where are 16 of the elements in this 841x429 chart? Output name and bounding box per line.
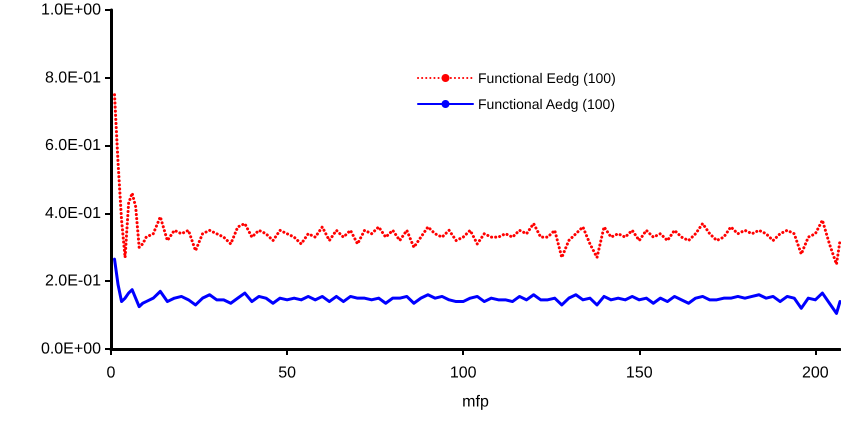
y-tick-label: 2.0E-01 [44,272,102,290]
legend-label: Functional Aedg (100) [478,96,615,112]
line-series [113,258,841,315]
x-tick-label: 50 [278,364,296,382]
y-tick-label: 6.0E-01 [44,137,102,154]
legend-label: Functional Eedg (100) [478,70,616,86]
y-tick-label: 0.0E+00 [40,340,102,358]
x-tick-label: 150 [626,364,653,382]
x-tick-label: 100 [450,364,477,382]
y-tick-label: 8.0E-01 [44,69,102,86]
y-tick-label: 1.0E+00 [40,2,102,18]
x-tick-label: 200 [802,364,829,382]
line-series [113,93,841,266]
x-tick-label: 0 [106,364,116,382]
x-axis-title: mfp [462,394,489,410]
y-tick-label: 4.0E-01 [44,204,102,222]
